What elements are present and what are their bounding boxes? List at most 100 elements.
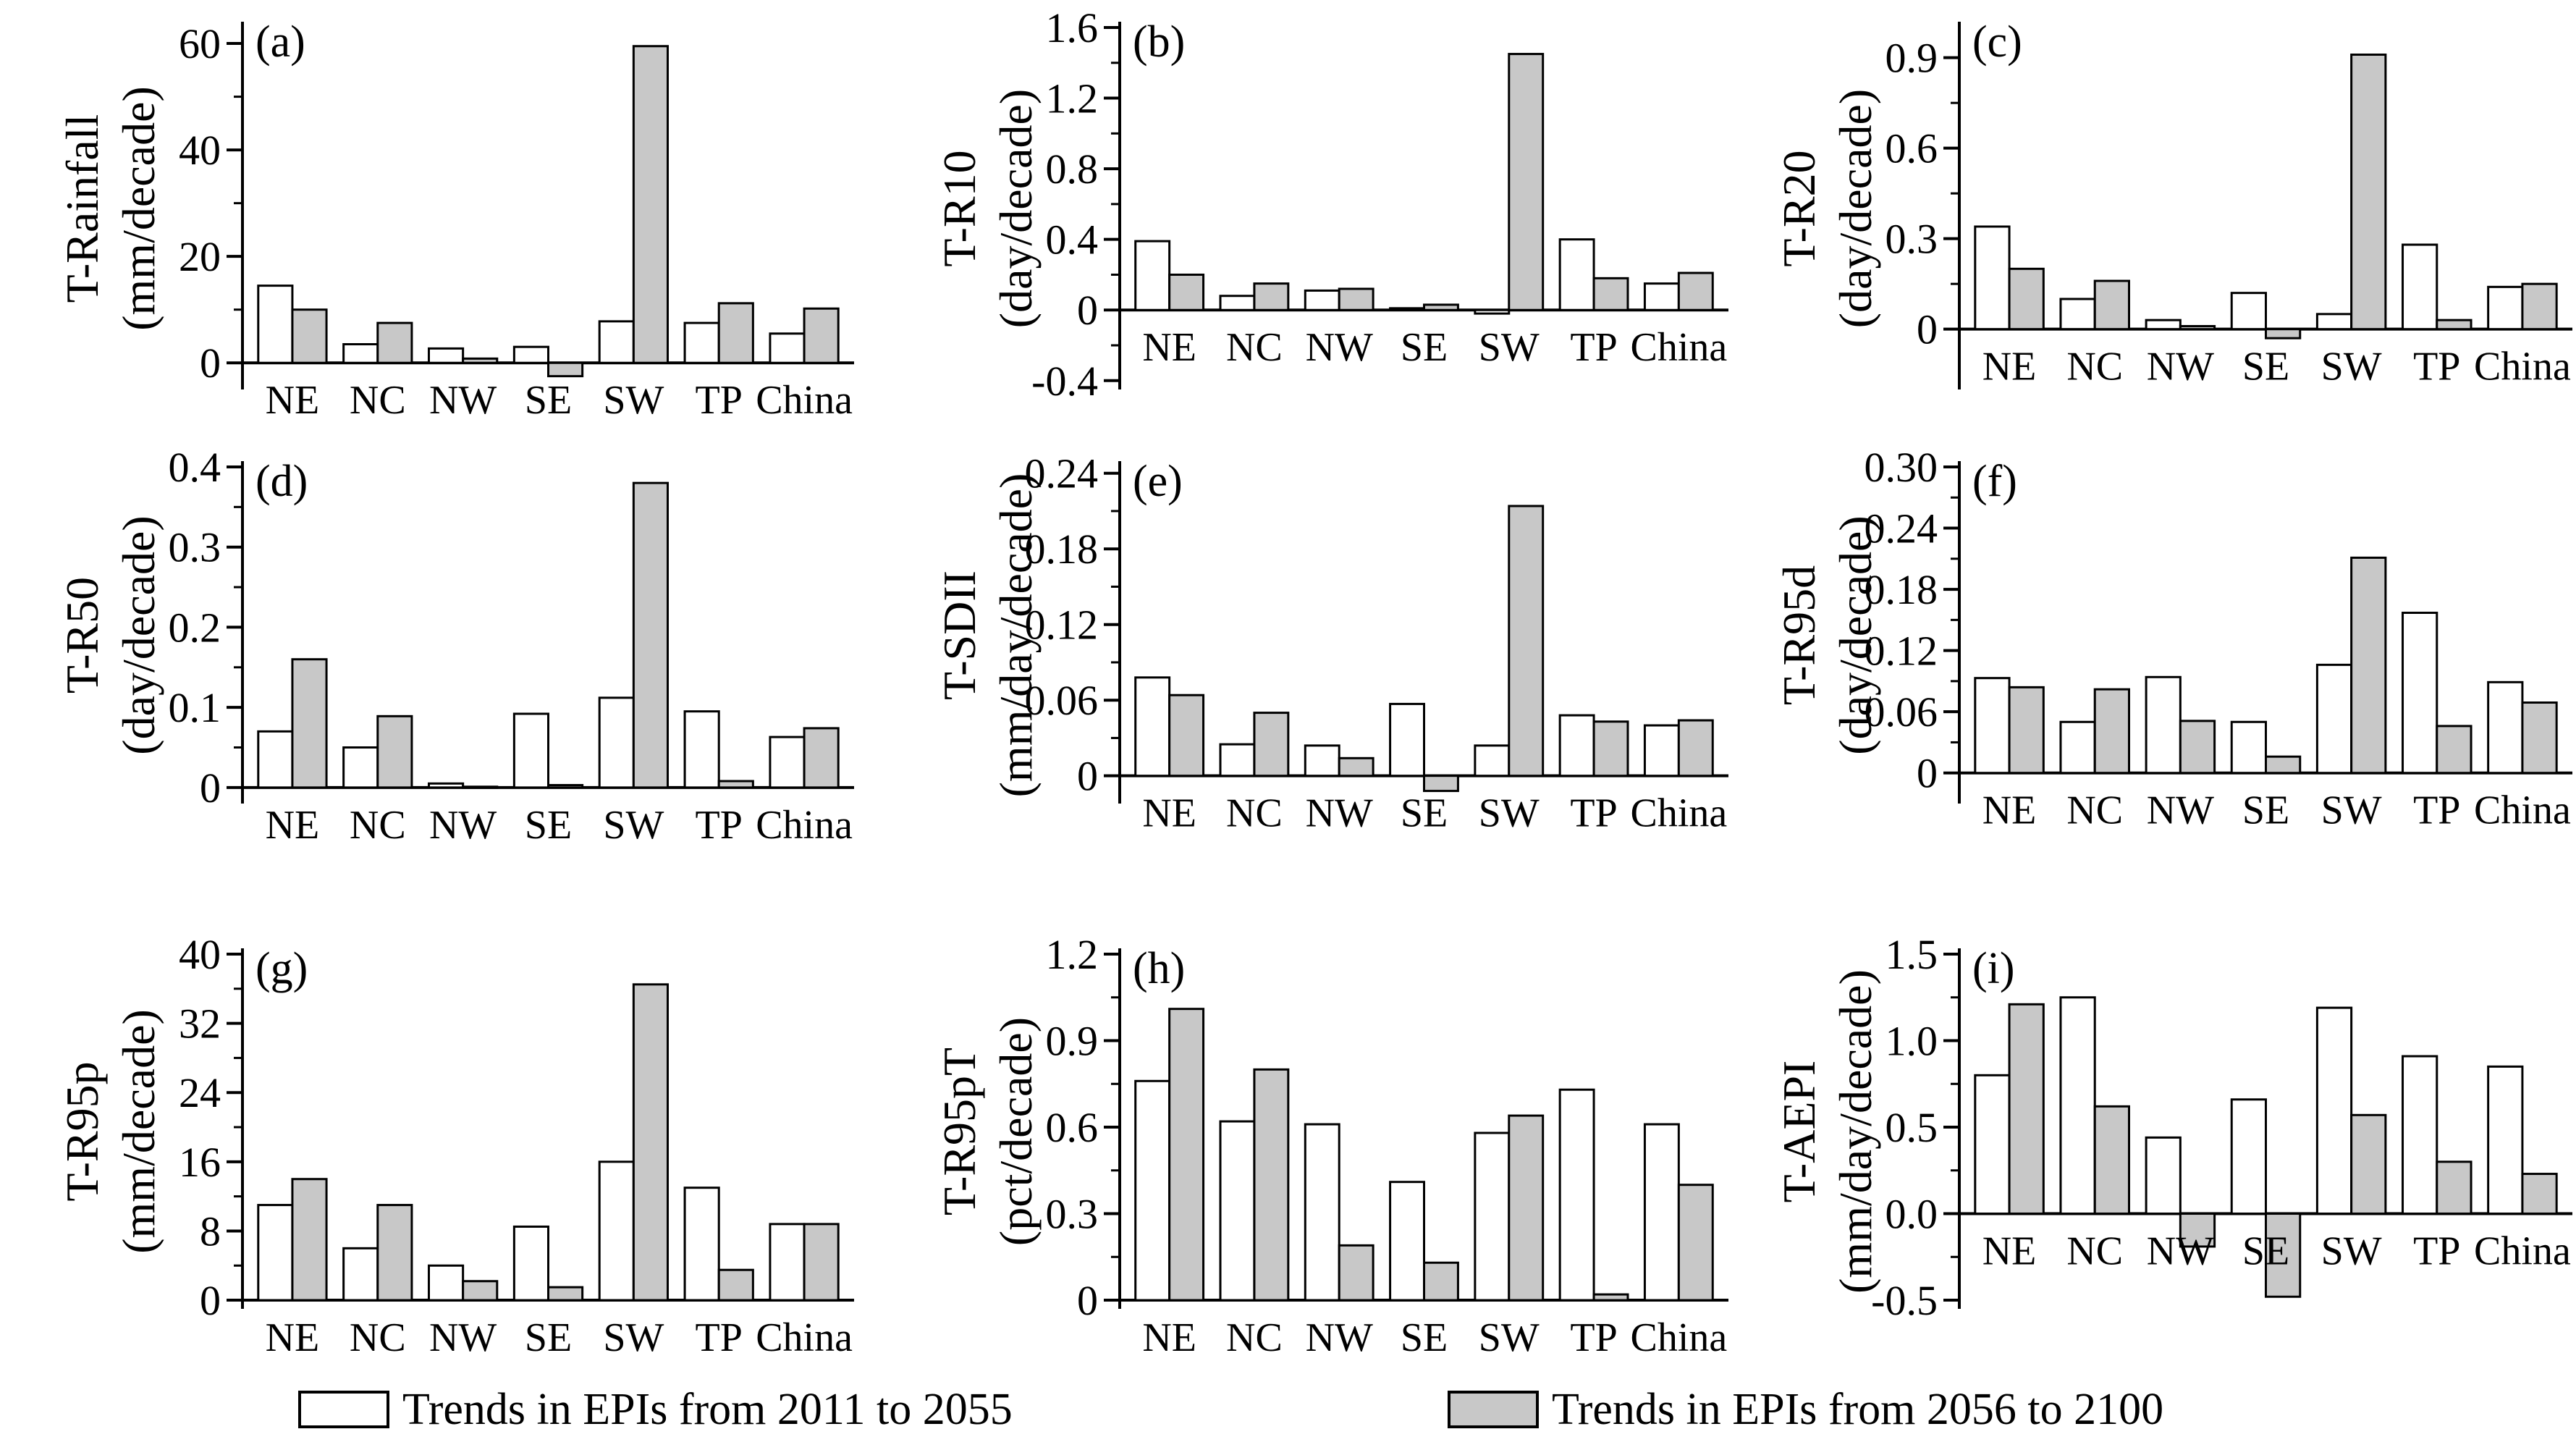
panel-9-y-axis-label: T-AEPI (mm/day/decade) (1773, 969, 1881, 1294)
panel-6-bar-nc-series-2 (2093, 688, 2130, 775)
panel-3-bar-nc-series-2 (2093, 279, 2130, 331)
panel-8-x-tick-label-nc: NC (1226, 1315, 1283, 1360)
panel-4-bar-nw-series-2 (462, 785, 499, 789)
panel-8-bar-tp-series-2 (1592, 1293, 1629, 1302)
panel-3-bar-ne-series-1 (1974, 225, 2011, 331)
panel-2-bar-ne-series-1 (1134, 240, 1171, 311)
panel-7-y-tick-label: 32 (179, 1000, 221, 1048)
panel-5-bar-nc-series-1 (1219, 743, 1256, 777)
panel-1-bar-nw-series-1 (428, 347, 465, 364)
panel-2-y-tick-label: 1.2 (1046, 75, 1099, 122)
panel-8-bar-china-series-1 (1643, 1123, 1680, 1302)
panel-3-bar-se-series-2 (2265, 328, 2302, 340)
panel-2-bar-se-series-2 (1423, 303, 1459, 311)
panel-3-bar-china-series-1 (2487, 285, 2524, 331)
panel-8-bar-nc-series-1 (1219, 1120, 1256, 1302)
panel-9-bar-nw-series-1 (2145, 1136, 2182, 1215)
panel-9-y-tick-label: 1.0 (1885, 1018, 1938, 1065)
panel-8-bar-ne-series-1 (1134, 1079, 1171, 1302)
panel-1-y-tick-label: 60 (179, 20, 221, 67)
panel-2-x-tick-label-china: China (1630, 325, 1727, 370)
panel-8-x-tick-label-nw: NW (1306, 1315, 1373, 1360)
panel-1-panel-label: (a) (256, 17, 305, 67)
panel-7-bar-se-series-2 (547, 1286, 584, 1302)
panel-1-y-axis-label: T-Rainfall (mm/decade) (56, 86, 164, 331)
panel-1-bar-se-series-1 (512, 345, 549, 364)
panel-7-bar-nw-series-1 (428, 1264, 465, 1302)
panel-1-x-tick-label-china: China (756, 378, 853, 423)
panel-9-y-axis-label-line: T-AEPI (1773, 1061, 1825, 1203)
panel-2-bar-nw-series-1 (1304, 289, 1340, 311)
panel-8-bar-nw-series-2 (1338, 1244, 1374, 1302)
panel-6-x-tick-label-china: China (2474, 788, 2571, 833)
panel-4-bar-china-series-2 (803, 727, 840, 789)
panel-1-bar-nw-series-2 (462, 357, 499, 364)
panel-6-bar-se-series-1 (2230, 720, 2268, 775)
panel-5-bar-china-series-1 (1643, 724, 1680, 777)
panel-9-bar-tp-series-1 (2402, 1055, 2438, 1215)
panel-2-bar-nc-series-2 (1253, 282, 1290, 311)
panel-6-x-tick-label-tp: TP (2413, 788, 2460, 833)
panel-6-bar-sw-series-2 (2350, 556, 2387, 775)
panel-5-y-tick-label: 0 (1077, 753, 1098, 800)
panel-6-bar-ne-series-2 (2008, 686, 2045, 775)
panel-6-x-tick-label-nw: NW (2147, 788, 2214, 833)
panel-8-y-tick-label: 0 (1077, 1277, 1098, 1324)
panel-8-bar-se-series-1 (1389, 1181, 1425, 1302)
panel-5-panel-label: (e) (1133, 457, 1183, 506)
panel-1-x-tick-label-tp: TP (696, 378, 743, 423)
panel-8-bar-nc-series-2 (1253, 1068, 1290, 1302)
panel-9-bar-tp-series-2 (2436, 1160, 2472, 1215)
panel-3-bar-sw-series-1 (2315, 313, 2353, 331)
panel-5-x-tick-label-nw: NW (1306, 791, 1373, 836)
panel-3-y-tick-label: 0.3 (1885, 216, 1938, 263)
panel-6-y-axis-label-line: T-R95d (1773, 565, 1825, 705)
panel-1-bar-nc-series-2 (376, 321, 413, 364)
panel-1-bar-nc-series-1 (342, 343, 379, 364)
panel-9-bar-nc-series-1 (2059, 996, 2096, 1215)
panel-7-bar-ne-series-2 (291, 1178, 328, 1302)
panel-6-bar-nw-series-1 (2145, 675, 2182, 775)
panel-2-x-tick-label-nc: NC (1226, 325, 1283, 370)
panel-9-bar-china-series-1 (2487, 1065, 2524, 1215)
panel-1-y-tick-label: 20 (179, 233, 221, 280)
panel-6-y-tick-label: 0.30 (1865, 444, 1938, 491)
panel-1-bar-china-series-1 (769, 332, 806, 364)
panel-8-bar-china-series-2 (1677, 1184, 1714, 1302)
panel-9-x-tick-label-china: China (2474, 1229, 2571, 1274)
panel-9-bar-se-series-2 (2265, 1213, 2302, 1298)
panel-7-bar-sw-series-2 (632, 983, 669, 1302)
panel-7-y-axis-label-line: T-R95p (56, 1061, 108, 1201)
panel-4-x-tick-label-nw: NW (429, 803, 497, 848)
panel-1-bar-ne-series-2 (291, 308, 328, 364)
panel-4-panel-label: (d) (256, 457, 308, 506)
panel-8-x-tick-label-sw: SW (1479, 1315, 1540, 1360)
legend-swatch-gray (1448, 1391, 1539, 1428)
panel-7-bar-china-series-2 (803, 1223, 840, 1302)
panel-4-bar-se-series-2 (547, 784, 584, 789)
panel-3-y-tick-label: 0.6 (1885, 125, 1938, 172)
panel-9-x-tick-label-ne: NE (1982, 1229, 2037, 1274)
panel-6-y-tick-label: 0.18 (1865, 566, 1938, 613)
panel-8-bar-nw-series-1 (1304, 1123, 1340, 1302)
panel-8-bar-se-series-2 (1423, 1261, 1459, 1302)
panel-1-bar-se-series-2 (547, 361, 584, 378)
panel-4-y-tick-label: 0 (200, 764, 221, 812)
panel-5-bar-ne-series-1 (1134, 676, 1171, 777)
panel-6-bar-tp-series-2 (2436, 725, 2472, 775)
panel-5-y-tick-label: 0.06 (1025, 677, 1099, 724)
panel-5-x-tick-label-ne: NE (1142, 791, 1196, 836)
panel-5-x-tick-label-china: China (1630, 791, 1727, 836)
panel-6-y-tick-label: 0.06 (1865, 688, 1938, 735)
panel-6-x-tick-label-se: SE (2242, 788, 2289, 833)
panel-9-x-tick-label-nc: NC (2066, 1229, 2123, 1274)
panel-8-x-tick-label-se: SE (1401, 1315, 1448, 1360)
panel-6-bar-nw-series-2 (2179, 720, 2216, 775)
panel-6-y-axis-label: T-R95d (day/decade) (1773, 515, 1881, 754)
panel-2-bar-se-series-1 (1389, 307, 1425, 311)
panel-5-bar-tp-series-1 (1558, 714, 1595, 777)
panel-6-bar-se-series-2 (2265, 755, 2302, 775)
panel-8-y-tick-label: 0.3 (1046, 1191, 1099, 1238)
panel-9-bar-china-series-2 (2521, 1173, 2558, 1215)
panel-3-x-tick-label-ne: NE (1982, 345, 2037, 389)
